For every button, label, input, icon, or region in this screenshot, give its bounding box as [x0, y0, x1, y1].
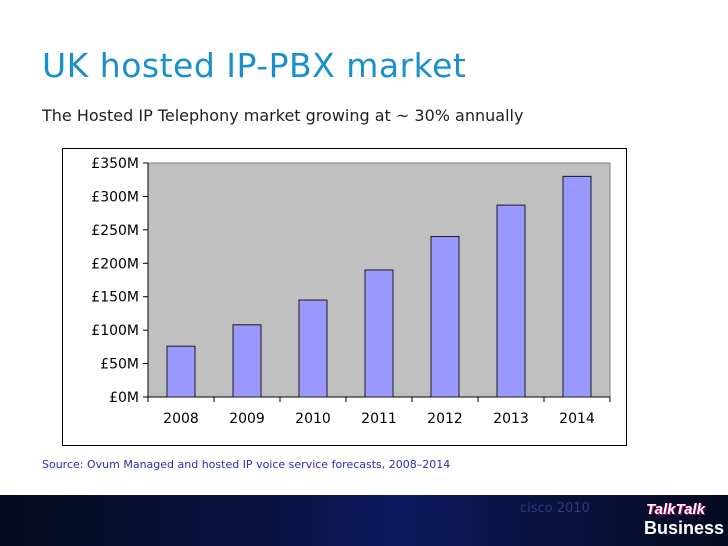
- y-tick-label: £200M: [91, 256, 139, 272]
- slide-title: UK hosted IP-PBX market: [42, 46, 467, 85]
- y-tick-label: £0M: [109, 390, 139, 406]
- footer-text: cisco 2010: [520, 501, 590, 516]
- bar: [496, 204, 526, 398]
- bar: [298, 299, 328, 398]
- bar: [232, 324, 262, 398]
- x-tick-label: 2010: [295, 411, 331, 427]
- y-tick-label: £250M: [91, 223, 139, 239]
- chart-container: £0M £50M £100M £150M £200M £250M £300M £350M 200…: [62, 148, 627, 446]
- y-tick-label: £50M: [100, 357, 139, 373]
- logo-line1: TalkTalk: [646, 501, 705, 518]
- y-tick-label: £100M: [91, 323, 139, 339]
- bar: [430, 236, 460, 398]
- bar: [166, 345, 196, 398]
- y-tick-label: £300M: [91, 189, 139, 205]
- bar: [562, 175, 592, 398]
- footer-bar: cisco 2010 TalkTalk Business: [0, 495, 728, 546]
- source-note: Source: Ovum Managed and hosted IP voice…: [42, 458, 451, 471]
- talktalk-business-logo: TalkTalk Business: [644, 501, 724, 541]
- logo-line2: Business: [644, 518, 725, 538]
- y-tick-label: £350M: [91, 156, 139, 172]
- bar-chart: £0M £50M £100M £150M £200M £250M £300M £350M 200…: [91, 156, 611, 427]
- slide-subtitle: The Hosted IP Telephony market growing a…: [42, 106, 524, 125]
- x-tick-label: 2013: [493, 411, 529, 427]
- x-tick-label: 2009: [229, 411, 265, 427]
- x-tick-label: 2014: [559, 411, 595, 427]
- bar: [364, 269, 394, 398]
- y-tick-label: £150M: [91, 290, 139, 306]
- x-tick-label: 2012: [427, 411, 463, 427]
- x-tick-label: 2011: [361, 411, 397, 427]
- x-tick-label: 2008: [163, 411, 199, 427]
